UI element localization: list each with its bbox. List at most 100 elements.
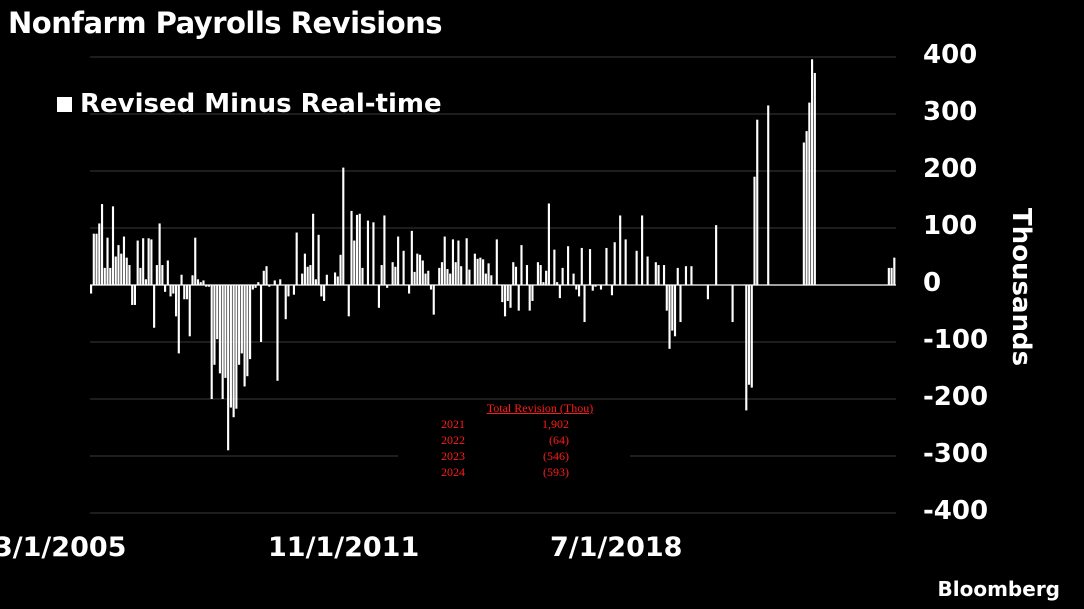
bar: [446, 269, 449, 285]
bar: [229, 285, 232, 408]
bar: [235, 285, 238, 409]
bar: [227, 285, 230, 451]
bar: [416, 253, 419, 285]
bar: [567, 246, 570, 285]
revision-row: 2023 (546): [398, 448, 630, 464]
bar: [487, 263, 490, 285]
bar: [210, 285, 213, 399]
bar: [662, 265, 666, 285]
bar: [599, 285, 603, 290]
bar: [100, 204, 104, 285]
bar: [158, 223, 161, 285]
bar: [427, 270, 430, 285]
bar: [377, 285, 380, 308]
bar: [394, 266, 397, 285]
y-tick-label: -100: [923, 325, 989, 355]
y-tick-label: 0: [923, 268, 942, 298]
bar: [813, 72, 816, 286]
bar: [205, 285, 208, 287]
bar: [429, 285, 433, 290]
y-tick-label: -200: [923, 382, 989, 412]
bar: [216, 285, 219, 340]
bar: [556, 282, 559, 285]
bar: [525, 265, 529, 285]
bar: [572, 273, 575, 285]
bar: [391, 262, 394, 285]
bar: [98, 223, 101, 285]
bar: [654, 262, 657, 285]
bar: [750, 285, 753, 388]
bar: [624, 239, 627, 285]
revision-table-header: Total Revision (Thou): [486, 401, 594, 415]
bar: [114, 256, 117, 285]
bar: [545, 270, 548, 285]
bar: [509, 285, 512, 308]
bar: [106, 237, 109, 285]
bar: [128, 265, 131, 285]
bar: [756, 119, 759, 285]
bar: [199, 282, 202, 285]
bar: [139, 267, 142, 285]
bar: [196, 279, 200, 285]
y-tick-label: 300: [923, 97, 978, 127]
bar: [646, 256, 649, 285]
bar: [457, 240, 460, 285]
bar: [90, 285, 93, 294]
bar: [262, 270, 265, 285]
bar: [465, 238, 468, 285]
bar: [690, 266, 693, 285]
revision-value: 1,902: [542, 417, 569, 431]
bar: [339, 254, 342, 285]
bar: [512, 262, 515, 285]
bar: [144, 279, 147, 285]
bar: [172, 285, 175, 294]
bar: [468, 269, 471, 285]
y-tick-label: 200: [923, 154, 978, 184]
revision-value: (546): [543, 449, 569, 463]
bar: [136, 240, 139, 285]
bar: [440, 262, 444, 285]
bar: [301, 273, 304, 285]
bar: [224, 285, 227, 378]
bar: [185, 285, 189, 300]
revision-row: 2021 1,902: [398, 416, 630, 432]
bar: [671, 285, 674, 331]
bar: [753, 176, 756, 285]
bar: [577, 285, 581, 297]
bar: [333, 272, 337, 285]
bar: [383, 215, 386, 285]
revision-year: 2021: [441, 417, 465, 431]
bar: [125, 257, 128, 285]
bar: [243, 285, 246, 387]
bar: [553, 249, 556, 285]
bar: [202, 280, 205, 285]
bar: [325, 274, 328, 285]
bar: [684, 266, 688, 285]
bar: [408, 285, 411, 294]
bar: [287, 285, 290, 297]
revision-year: 2024: [441, 465, 465, 479]
bar: [92, 233, 95, 285]
bar: [257, 282, 260, 285]
bar: [292, 285, 296, 295]
bar: [273, 280, 276, 285]
bar: [191, 275, 194, 285]
bar: [133, 285, 136, 305]
bar: [238, 285, 241, 365]
bar: [180, 274, 183, 285]
bar: [150, 239, 153, 285]
bar: [893, 257, 896, 285]
bar: [314, 279, 317, 285]
bar: [161, 265, 164, 285]
bar: [120, 253, 123, 285]
bar: [111, 206, 115, 285]
bar: [641, 215, 644, 285]
y-tick-label: -400: [923, 496, 989, 526]
bar: [443, 236, 446, 285]
bar: [449, 273, 452, 285]
bar: [501, 285, 504, 303]
x-tick-label: 7/1/2018: [550, 532, 683, 563]
bar: [479, 257, 482, 285]
bar: [358, 213, 361, 285]
